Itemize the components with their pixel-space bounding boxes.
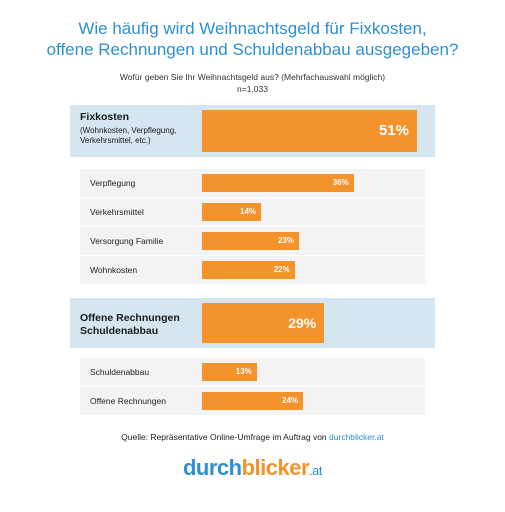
sub-row-2-2: Offene Rechnungen 24% (80, 387, 425, 415)
sub-category-label: Verkehrsmittel (90, 207, 144, 217)
sub-bar: 24% (202, 392, 304, 410)
sub-row-1-2: Verkehrsmittel 14% (80, 198, 425, 226)
sub-bar-value: 22% (273, 265, 290, 274)
chart-title-line-1: Wie häufig wird Weihnachtsgeld für Fixko… (78, 19, 427, 38)
sub-bar: 22% (202, 261, 295, 279)
sub-row-1-4: Wohnkosten 22% (80, 256, 425, 284)
group-name-line-2: Schuldenabbau (80, 325, 159, 337)
logo-part-durch: durch (182, 455, 242, 480)
durchblicker-logo: durchblicker.at (0, 455, 505, 481)
source-link[interactable]: durchblicker.at (329, 432, 384, 442)
sample-size: n=1.033 (237, 84, 268, 94)
source-note: Quelle: Repräsentative Online-Umfrage im… (0, 432, 505, 442)
group-bar: 29% (202, 303, 325, 343)
sub-row-1-1: Verpflegung 36% (80, 169, 425, 197)
chart-title-line-2: offene Rechnungen und Schuldenabbau ausg… (46, 40, 459, 59)
sub-bar-value: 13% (235, 367, 252, 376)
sub-category-label: Versorgung Familie (90, 236, 164, 246)
bar-chart: Fixkosten (Wohnkosten, Verpflegung, Verke… (70, 105, 435, 417)
logo-part-at: .at (309, 463, 323, 478)
group-name-line-1: Offene Rechnungen (80, 312, 180, 324)
sub-bar-value: 23% (277, 236, 294, 245)
group-bar: 51% (202, 110, 417, 152)
sub-row-1-3: Versorgung Familie 23% (80, 227, 425, 255)
group-bar-value: 51% (378, 122, 409, 139)
sub-category-label: Verpflegung (90, 178, 136, 188)
group-panel-1: Fixkosten (Wohnkosten, Verpflegung, Verke… (70, 105, 435, 157)
sub-category-label: Wohnkosten (90, 265, 138, 275)
sub-bar: 13% (202, 363, 257, 381)
chart-subtitle: Wofür geben Sie Ihr Weihnachtsgeld aus? … (0, 71, 505, 95)
group-name: Fixkosten (80, 111, 130, 123)
sub-bar-value: 24% (282, 396, 299, 405)
sub-category-label: Schuldenabbau (90, 367, 150, 377)
group-label: Offene Rechnungen Schuldenabbau (80, 312, 180, 338)
group-panel-2: Offene Rechnungen Schuldenabbau 29% (70, 298, 435, 348)
survey-question: Wofür geben Sie Ihr Weihnachtsgeld aus? … (119, 72, 386, 82)
group-detail: (Wohnkosten, Verpflegung, Verkehrsmittel… (80, 126, 177, 145)
group-label: Fixkosten (Wohnkosten, Verpflegung, Verke… (80, 111, 192, 146)
group-bar-value: 29% (288, 315, 317, 331)
group-name: Offene Rechnungen Schuldenabbau (80, 312, 180, 338)
sub-bar: 14% (202, 203, 262, 221)
sub-bar: 23% (202, 232, 299, 250)
sub-row-2-1: Schuldenabbau 13% (80, 358, 425, 386)
chart-title: Wie häufig wird Weihnachtsgeld für Fixko… (0, 18, 505, 60)
sub-category-label: Offene Rechnungen (90, 396, 166, 406)
sub-bar-value: 36% (332, 178, 349, 187)
source-text: Quelle: Repräsentative Online-Umfrage im… (121, 432, 330, 442)
sub-bar: 36% (202, 174, 354, 192)
logo-part-blicker: blicker (241, 455, 310, 480)
sub-bar-value: 14% (240, 207, 257, 216)
